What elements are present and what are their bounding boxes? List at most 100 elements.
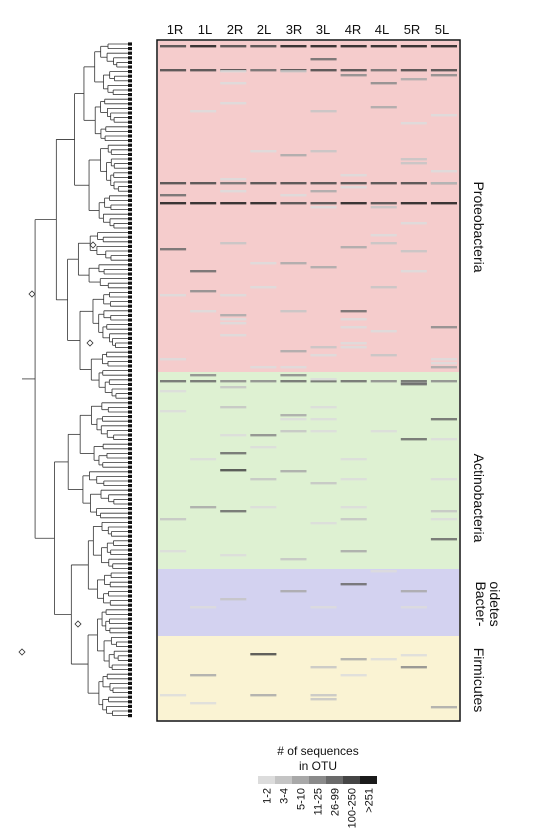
- bacteroidetes-band: [158, 569, 459, 636]
- heatmap-cell: [370, 658, 397, 661]
- heatmap-cell: [340, 658, 367, 661]
- heatmap-cell: [160, 518, 187, 521]
- bacteroidetes-label-line1: Bacter-: [473, 581, 489, 626]
- actinobacteria-label: Actinobacteria: [471, 454, 487, 543]
- heatmap-cell: [280, 202, 307, 205]
- heatmap-cell: [220, 182, 247, 185]
- tree-leaf: [128, 263, 132, 267]
- tree-leaf: [128, 534, 132, 538]
- heatmap-cell: [250, 694, 277, 697]
- tree-leaf: [128, 286, 132, 290]
- tree-leaf: [128, 456, 132, 460]
- heatmap-cell: [190, 182, 217, 185]
- tree-leaf: [128, 208, 132, 212]
- tree-leaf: [128, 171, 132, 175]
- heatmap-cell: [400, 666, 427, 669]
- heatmap-cell: [340, 318, 367, 321]
- tree-leaf: [128, 589, 132, 593]
- tree-leaf: [128, 221, 132, 225]
- legend-tick-label: 100-250: [347, 788, 359, 828]
- tree-leaf: [128, 502, 132, 506]
- tree-leaf: [128, 681, 132, 685]
- column-label: 1L: [198, 22, 212, 37]
- tree-leaf: [128, 479, 132, 483]
- heatmap-cell: [190, 380, 217, 383]
- heatmap-cell: [310, 380, 337, 383]
- heatmap-cell: [220, 386, 247, 389]
- heatmap-cell: [310, 110, 337, 113]
- heatmap-cell: [430, 510, 457, 513]
- legend-swatches: [258, 776, 377, 784]
- heatmap-cell: [250, 434, 277, 437]
- heatmap-cell: [430, 202, 457, 205]
- heatmap-cell: [370, 45, 397, 48]
- column-label: 4R: [345, 22, 362, 37]
- heatmap-cell: [190, 674, 217, 677]
- legend-tick-label: 5-10: [296, 788, 308, 810]
- heatmap-cell: [370, 380, 397, 383]
- heatmap-cell: [280, 45, 307, 48]
- tree-leaf: [128, 695, 132, 699]
- tree-leaf: [128, 93, 132, 97]
- tree-leaf: [128, 520, 132, 524]
- heatmap-cell: [340, 550, 367, 553]
- tree-leaf: [128, 162, 132, 166]
- heatmap-cell: [310, 606, 337, 609]
- heatmap-cell: [310, 346, 337, 349]
- legend-ticks: 1-2 3-4 5-10 11-25 26-99 100-250 >251: [262, 788, 376, 828]
- heatmap-cell: [340, 186, 367, 189]
- heatmap-cell: [220, 70, 247, 73]
- heatmap-cell: [280, 558, 307, 561]
- heatmap-cell: [370, 82, 397, 85]
- heatmap-cell: [310, 202, 337, 205]
- heatmap-cell: [160, 182, 187, 185]
- heatmap-cell: [310, 418, 337, 421]
- tree-leaf: [128, 134, 132, 138]
- legend-swatch: [360, 776, 377, 784]
- heatmap-cell: [310, 406, 337, 409]
- heatmap-cell: [340, 74, 367, 77]
- heatmap-cell: [370, 430, 397, 433]
- proteobacteria-label: Proteobacteria: [471, 181, 487, 272]
- heatmap-cell: [250, 45, 277, 48]
- tree-leaf: [128, 640, 132, 644]
- heatmap-cell: [370, 69, 397, 72]
- heatmap-cell: [400, 69, 427, 72]
- legend-swatch: [343, 776, 360, 784]
- tree-leaf: [128, 120, 132, 124]
- tree-leaf: [128, 576, 132, 580]
- tree-leaf: [128, 686, 132, 690]
- heatmap-cell: [280, 374, 307, 377]
- heatmap-cell: [160, 694, 187, 697]
- tree-leaf: [128, 217, 132, 221]
- tree-node-marker: [86, 339, 94, 347]
- heatmap-cell: [400, 270, 427, 273]
- tree-leaf: [128, 566, 132, 570]
- heatmap-cell: [280, 418, 307, 421]
- heatmap-cell: [400, 78, 427, 81]
- tree-leaf: [128, 323, 132, 327]
- heatmap-cell: [220, 314, 247, 317]
- tree-leaf: [128, 254, 132, 258]
- tree-leaf: [128, 511, 132, 515]
- heatmap-cell: [250, 182, 277, 185]
- tree-leaf: [128, 313, 132, 317]
- tree-leaf: [128, 143, 132, 147]
- heatmap-cell: [310, 482, 337, 485]
- heatmap-cell: [250, 366, 277, 369]
- heatmap-cell: [400, 162, 427, 165]
- heatmap-cell: [250, 446, 277, 449]
- heatmap-cell: [160, 410, 187, 413]
- legend-swatch: [275, 776, 292, 784]
- tree-leaf: [128, 635, 132, 639]
- heatmap-cell: [220, 202, 247, 205]
- tree-leaf: [128, 336, 132, 340]
- tree-leaf: [128, 300, 132, 304]
- tree-leaf: [128, 295, 132, 299]
- heatmap-cell: [310, 378, 337, 381]
- legend-title-line1: # of sequences: [277, 744, 358, 758]
- tree-leaf: [128, 571, 132, 575]
- heatmap-cell: [310, 150, 337, 153]
- heatmap-cell: [430, 418, 457, 421]
- heatmap-cell: [430, 478, 457, 481]
